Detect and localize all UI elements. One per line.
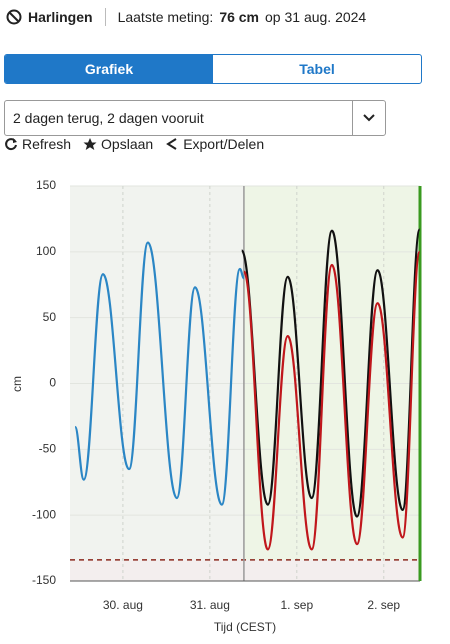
- chevron: [352, 101, 385, 135]
- action[interactable]: Export/Delen: [165, 136, 264, 152]
- chart: cm Tijd (CEST) 150 100 50 0 -50 -100 -150 30. a…: [10, 178, 422, 634]
- y-axis-title: cm: [10, 376, 24, 392]
- future-background: [243, 186, 420, 560]
- x-tick-label: 2. sep: [367, 598, 400, 612]
- label: Laatste meting:: [117, 9, 214, 25]
- tab[interactable]: Tabel: [299, 61, 335, 77]
- y-tick-label: -50: [39, 442, 57, 456]
- range-select[interactable]: 2 dagen terug, 2 dagen vooruit: [4, 100, 386, 136]
- action-label: Opslaan: [101, 136, 154, 152]
- series-line: [73, 241, 245, 506]
- y-tick-label: 100: [36, 244, 56, 258]
- y-tick-label: 0: [49, 376, 56, 390]
- x-axis-title: Tijd (CEST): [214, 620, 276, 634]
- latest-value: 76 cm: [219, 9, 260, 25]
- series-line: [240, 228, 421, 518]
- x-tick-label: 1. sep: [280, 598, 313, 612]
- actions: Refresh Opslaan Export/Delen: [4, 136, 264, 152]
- separator: [104, 8, 106, 26]
- header: Harlingen Laatste meting: 76 cm op 31 au…: [6, 8, 366, 26]
- date: op 31 aug. 2024: [265, 9, 367, 25]
- action[interactable]: Opslaan: [83, 136, 153, 152]
- low-zone: [70, 559, 420, 581]
- tabs: Grafiek Tabel: [4, 54, 422, 84]
- x-tick-label: 31. aug: [190, 598, 230, 612]
- y-tick-label: 50: [43, 310, 57, 324]
- x-tick-label: 30. aug: [103, 598, 143, 612]
- select-text: 2 dagen terug, 2 dagen vooruit: [13, 110, 204, 126]
- y-tick-label: -150: [32, 573, 56, 587]
- series-line: [242, 250, 421, 551]
- tab[interactable]: Grafiek: [5, 55, 213, 83]
- y-tick-label: -100: [32, 507, 56, 521]
- action[interactable]: Refresh: [4, 136, 71, 152]
- location[interactable]: Harlingen: [28, 9, 93, 25]
- action-label: Refresh: [22, 136, 72, 152]
- past-background: [70, 186, 244, 560]
- y-tick-label: 150: [36, 178, 56, 192]
- action-label: Export/Delen: [183, 136, 265, 152]
- location-icon: [6, 9, 22, 25]
